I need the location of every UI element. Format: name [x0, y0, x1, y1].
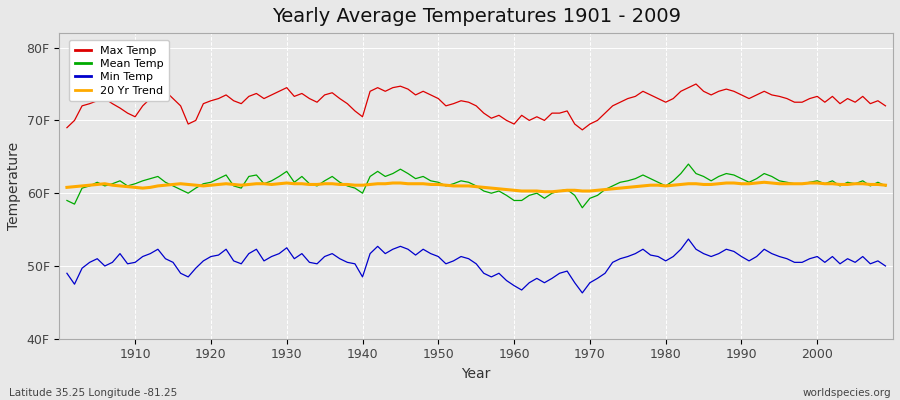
Text: worldspecies.org: worldspecies.org	[803, 388, 891, 398]
X-axis label: Year: Year	[462, 367, 490, 381]
Title: Yearly Average Temperatures 1901 - 2009: Yearly Average Temperatures 1901 - 2009	[272, 7, 680, 26]
Text: Latitude 35.25 Longitude -81.25: Latitude 35.25 Longitude -81.25	[9, 388, 177, 398]
Legend: Max Temp, Mean Temp, Min Temp, 20 Yr Trend: Max Temp, Mean Temp, Min Temp, 20 Yr Tre…	[69, 40, 169, 101]
Y-axis label: Temperature: Temperature	[7, 142, 21, 230]
